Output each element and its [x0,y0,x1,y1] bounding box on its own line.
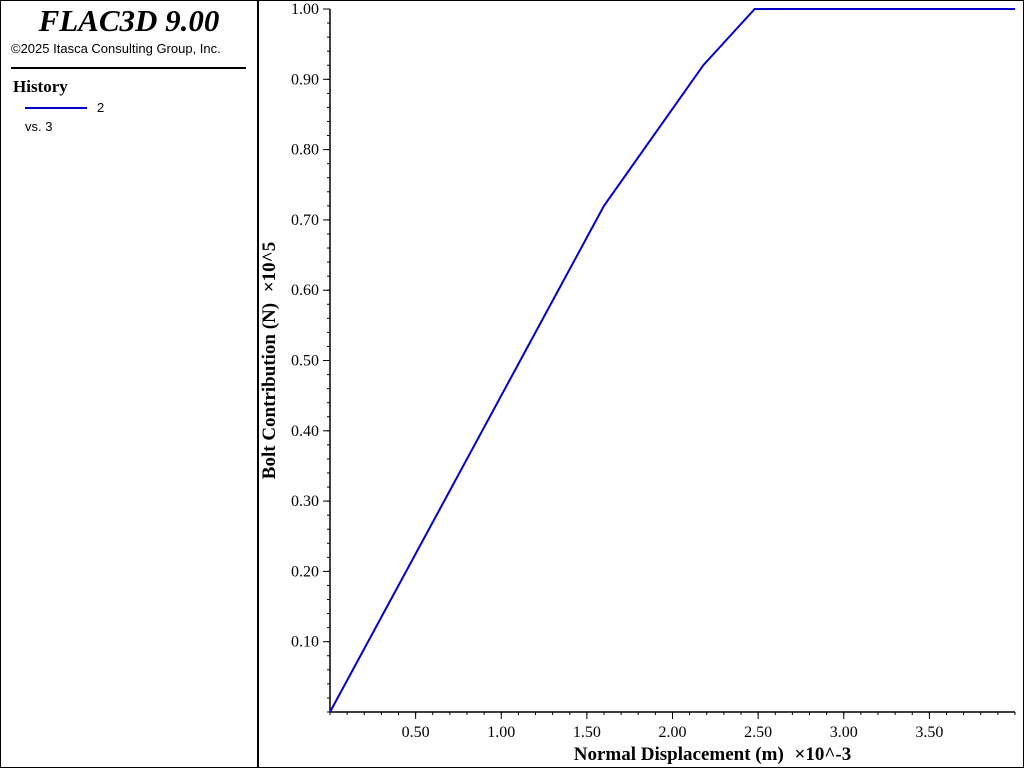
y-tick-label: 0.20 [291,563,319,580]
y-tick-label: 0.40 [291,423,319,440]
x-axis-scale: ×10^-3 [795,744,852,765]
legend-divider [11,67,246,69]
copyright-text: ©2025 Itasca Consulting Group, Inc. [11,41,221,56]
legend-heading: History [13,77,68,96]
x-tick-label: 2.50 [744,724,772,741]
legend-line-swatch [25,107,87,109]
history-chart: 0.10 0.20 0.30 0.40 0.50 0.60 0.70 0.80 0.90 1.00… [259,1,1016,765]
legend-panel: FLAC3D 9.00 ©2025 Itasca Consulting Grou… [1,1,259,767]
x-tick-label: 3.00 [830,724,858,741]
series-line [329,8,1015,713]
x-axis-label: Normal Displacement (m) ×10^-3 [574,744,851,765]
y-tick-label: 0.50 [291,353,319,370]
y-axis-title: Bolt Contribution (N) [259,303,280,479]
chart-axes [329,9,1015,713]
y-tick-label: 0.70 [291,212,319,229]
y-axis-scale: ×10^5 [259,242,280,292]
y-tick-label: 0.30 [291,493,319,510]
y-tick-label: 0.80 [291,142,319,159]
x-tick-label: 1.00 [487,724,515,741]
x-tick-label: 2.00 [659,724,687,741]
app-title: FLAC3D 9.00 [38,3,220,38]
y-tick-label: 0.10 [291,634,319,651]
x-axis-title: Normal Displacement (m) [574,744,784,765]
x-tick-label: 1.50 [573,724,601,741]
x-tick-label: 3.50 [915,724,943,741]
x-tick-label: 0.50 [402,724,430,741]
y-tick-label: 1.00 [291,1,319,18]
legend-versus: vs. 3 [25,119,53,134]
chart-ticks: 0.10 0.20 0.30 0.40 0.50 0.60 0.70 0.80 0.90 1.00… [291,1,1016,741]
y-tick-label: 0.60 [291,282,319,299]
chart-series [329,8,1015,713]
y-axis-label: Bolt Contribution (N) ×10^5 [259,242,280,479]
legend-series-id: 2 [97,100,105,115]
y-tick-label: 0.90 [291,71,319,88]
